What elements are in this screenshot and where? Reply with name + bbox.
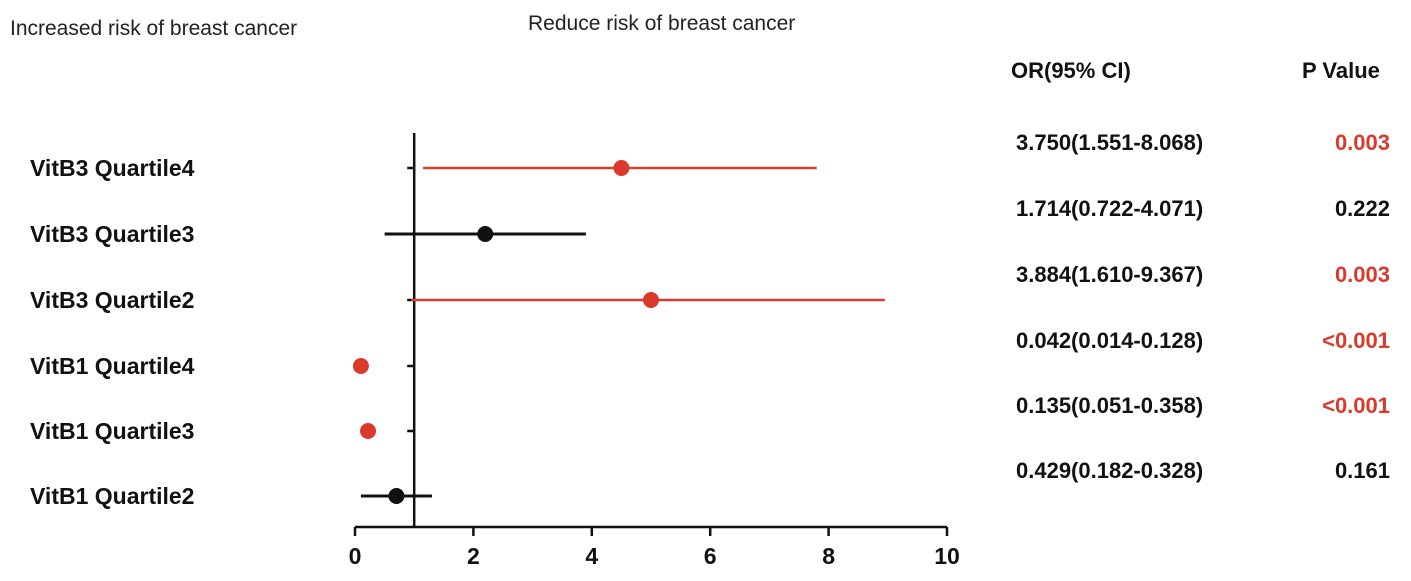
forest-row: VitB3 Quartile4 3.750(1.551-8.068) 0.003 <box>30 130 1390 181</box>
forest-row: VitB3 Quartile2 3.884(1.610-9.367) 0.003 <box>30 262 1390 313</box>
point-estimate <box>388 488 405 504</box>
x-tick-label: 4 <box>585 543 598 569</box>
left-header: Increased risk of breast cancer <box>10 17 297 40</box>
p-value: 0.003 <box>1335 262 1390 287</box>
point-estimate <box>352 358 369 374</box>
p-column-header: P Value <box>1302 58 1380 83</box>
point-estimate <box>360 423 377 439</box>
p-value: 0.222 <box>1335 196 1390 221</box>
or-ci-value: 3.884(1.610-9.367) <box>1016 262 1203 287</box>
x-tick-label: 10 <box>934 543 960 569</box>
row-label: VitB1 Quartile2 <box>30 483 194 509</box>
x-tick-label: 6 <box>704 543 717 569</box>
p-value: 0.161 <box>1335 458 1390 483</box>
x-tick-label: 2 <box>467 543 480 569</box>
right-header: Reduce risk of breast cancer <box>528 12 795 35</box>
p-value: <0.001 <box>1322 328 1390 353</box>
or-ci-value: 0.429(0.182-0.328) <box>1016 458 1203 483</box>
forest-row: VitB1 Quartile2 0.429(0.182-0.328) 0.161 <box>30 458 1390 509</box>
forest-row: VitB1 Quartile3 0.135(0.051-0.358) <0.001 <box>30 393 1390 444</box>
or-ci-value: 0.135(0.051-0.358) <box>1016 393 1203 418</box>
forest-row: VitB3 Quartile3 1.714(0.722-4.071) 0.222 <box>30 196 1390 247</box>
x-axis-ticks: 0 2 4 6 8 10 <box>349 527 960 569</box>
row-label: VitB1 Quartile4 <box>30 353 195 379</box>
point-estimate <box>643 292 659 308</box>
row-label: VitB3 Quartile3 <box>30 221 194 247</box>
or-column-header: OR(95% CI) <box>1011 58 1131 83</box>
or-ci-value: 0.042(0.014-0.128) <box>1016 328 1203 353</box>
p-value: 0.003 <box>1335 130 1390 155</box>
x-tick-label: 8 <box>822 543 835 569</box>
point-estimate <box>613 160 630 176</box>
point-estimate <box>477 226 494 242</box>
or-ci-value: 1.714(0.722-4.071) <box>1016 196 1203 221</box>
or-ci-value: 3.750(1.551-8.068) <box>1016 130 1203 155</box>
row-label: VitB3 Quartile2 <box>30 287 194 313</box>
p-value: <0.001 <box>1322 393 1390 418</box>
x-tick-label: 0 <box>349 543 362 569</box>
row-label: VitB1 Quartile3 <box>30 418 194 444</box>
plot-area <box>355 133 947 529</box>
row-label: VitB3 Quartile4 <box>30 155 195 181</box>
forest-row: VitB1 Quartile4 0.042(0.014-0.128) <0.001 <box>30 328 1390 379</box>
